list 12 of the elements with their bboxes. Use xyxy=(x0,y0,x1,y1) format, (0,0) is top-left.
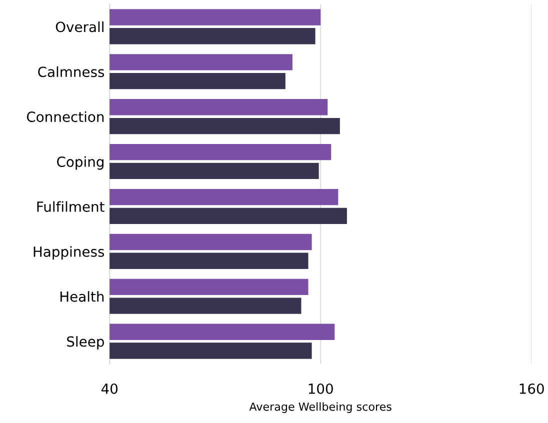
x-tick-label: 160 xyxy=(520,383,544,394)
y-tick-label: Happiness xyxy=(34,246,104,260)
y-tick-label: Connection xyxy=(26,111,104,122)
x-axis-title: Average Wellbeing scores xyxy=(249,402,392,413)
y-tick-label: Fulfilment xyxy=(37,201,104,212)
x-tick-label: 40 xyxy=(101,383,118,394)
y-tick-label: Health xyxy=(60,291,104,302)
y-tick-label: Overall xyxy=(56,21,104,32)
x-tick-label: 100 xyxy=(308,383,333,394)
y-tick-label: Coping xyxy=(57,156,104,170)
y-tick-label: Calmness xyxy=(38,66,104,78)
y-tick-label: Sleep xyxy=(67,336,104,350)
